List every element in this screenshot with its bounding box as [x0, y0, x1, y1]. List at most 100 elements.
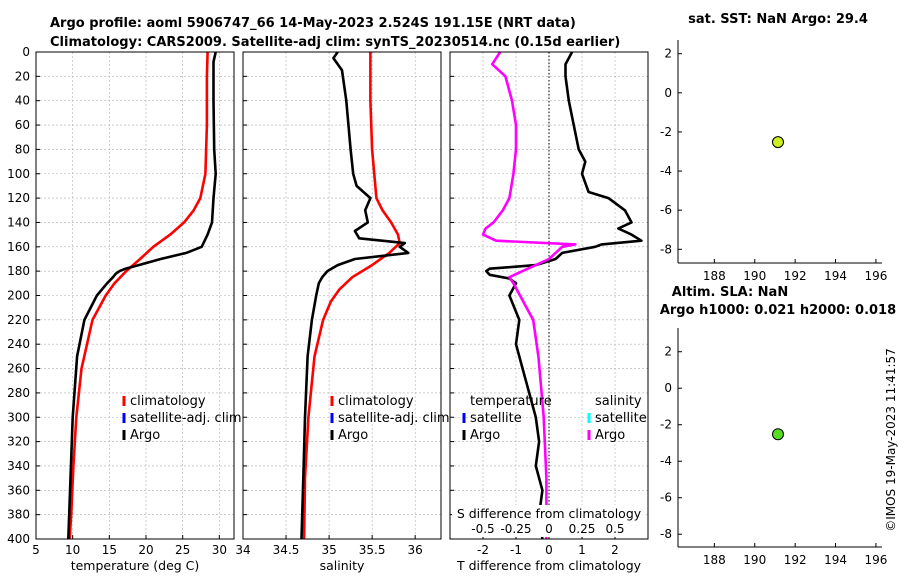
- y-tick-label: 40: [15, 94, 30, 108]
- x-tick-label: 2: [611, 543, 619, 557]
- x-tick-label: 188: [703, 553, 726, 567]
- x-tick-label: 20: [138, 543, 153, 557]
- legend-salinity-title: salinity: [595, 394, 642, 409]
- y-tick-label: 80: [15, 142, 30, 156]
- y-tick-label: 120: [7, 191, 30, 205]
- x-tick-label: 5: [32, 543, 40, 557]
- y-tick-label: 340: [7, 459, 30, 473]
- y-tick-label: -4: [660, 454, 672, 468]
- x-tick-label: -2: [477, 543, 489, 557]
- s-tick-label: 0.25: [569, 522, 596, 536]
- x-tick-label: 10: [65, 543, 80, 557]
- y-tick-label: 360: [7, 483, 30, 497]
- top-axis-label: S difference from climatology: [457, 506, 642, 521]
- x-tick-label: 15: [102, 543, 117, 557]
- series-line-t-argo: [484, 51, 643, 540]
- sla-map-panel: 2 0 -2 -4 -6 -8 188 190 192 194 196: [660, 328, 887, 567]
- sst-title: sat. SST: NaN Argo: 29.4: [688, 12, 868, 27]
- x-tick-label: 194: [824, 269, 847, 283]
- y-tick-label: 2: [664, 47, 672, 61]
- y-tick-label: 0: [664, 381, 672, 395]
- series-line-argo: [67, 51, 217, 540]
- y-tick-label: 200: [7, 289, 30, 303]
- x-tick-label: 188: [703, 269, 726, 283]
- x-tick-label: 192: [784, 269, 807, 283]
- s-tick-label: -0.25: [500, 522, 531, 536]
- x-tick-label: 34: [235, 543, 250, 557]
- x-tick-label: 194: [824, 553, 847, 567]
- y-tick-label: 240: [7, 337, 30, 351]
- legend-label: Argo: [338, 428, 368, 443]
- y-tick-label: -2: [660, 418, 672, 432]
- x-tick-label: 196: [864, 269, 887, 283]
- y-tick-label: -8: [660, 242, 672, 256]
- x-tick-label: -1: [510, 543, 522, 557]
- temperature-panel: 5 10 15 20 25 3002040608010012014016018020022…: [7, 45, 242, 573]
- s-tick-label: 0: [545, 522, 553, 536]
- profile-location-marker: [771, 428, 784, 441]
- x-tick-label: 35: [321, 543, 336, 557]
- y-tick-label: 100: [7, 167, 30, 181]
- legend-label: satellite: [595, 411, 647, 426]
- plot-frame: [242, 51, 442, 540]
- x-tick-label: 0: [545, 543, 553, 557]
- y-tick-label: 400: [7, 532, 30, 546]
- x-tick-label: 30: [212, 543, 227, 557]
- title-line-1: Argo profile: aoml 5906747_66 14-May-202…: [50, 16, 576, 31]
- y-tick-label: 2: [664, 345, 672, 359]
- legend-label: climatology: [130, 394, 206, 409]
- y-tick-label: 20: [15, 69, 30, 83]
- y-tick-label: -8: [660, 527, 672, 541]
- y-tick-label: 160: [7, 240, 30, 254]
- y-tick-label: 380: [7, 508, 30, 522]
- plot-frame: [35, 51, 235, 540]
- y-tick-label: -6: [660, 491, 672, 505]
- difference-panel: -2 -1 0 1 2T difference from climatology temp…: [449, 51, 649, 573]
- legend-label: satellite-adj. clim: [130, 411, 242, 426]
- y-tick-label: 320: [7, 435, 30, 449]
- x-tick-label: 36: [408, 543, 423, 557]
- s-tick-label: 0.5: [605, 522, 624, 536]
- legend-label: Argo: [130, 428, 160, 443]
- plot-frame: [449, 51, 649, 540]
- x-tick-label: 25: [175, 543, 190, 557]
- series-line-climatology: [302, 52, 402, 540]
- y-tick-label: -2: [660, 125, 672, 139]
- x-axis-label: T difference from climatology: [456, 558, 642, 573]
- x-tick-label: 34.5: [273, 543, 300, 557]
- x-tick-label: 190: [743, 553, 766, 567]
- y-tick-label: 260: [7, 362, 30, 376]
- top-axis-label-bg: [452, 505, 646, 537]
- title-line-2: Climatology: CARS2009. Satellite-adj cli…: [50, 35, 620, 50]
- sla-title: Altim. SLA: NaN: [672, 285, 788, 300]
- imos-stamp: ©IMOS 19-May-2023 11:41:57: [884, 348, 898, 532]
- legend-label: satellite-adj. clim: [338, 411, 450, 426]
- y-tick-label: 60: [15, 118, 30, 132]
- salinity-panel: 34 34.5 35 35.5 36 salinity climatology satelli…: [235, 51, 450, 573]
- x-tick-label: 35.5: [359, 543, 386, 557]
- y-tick-label: 0: [664, 86, 672, 100]
- s-tick-label: -0.5: [471, 522, 494, 536]
- y-tick-label: -6: [660, 203, 672, 217]
- y-tick-label: 220: [7, 313, 30, 327]
- legend-label: climatology: [338, 394, 414, 409]
- series-line-climatology: [68, 51, 209, 540]
- sla-subtitle: Argo h1000: 0.021 h2000: 0.018: [660, 303, 896, 318]
- series-line-s-argo: [481, 51, 577, 539]
- sst-map-panel: 2 0 -2 -4 -6 -8 188 190 192 194 196: [660, 40, 887, 283]
- y-tick-label: 300: [7, 410, 30, 424]
- legend-label: Argo: [595, 428, 625, 443]
- y-tick-label: 280: [7, 386, 30, 400]
- x-tick-label: 1: [578, 543, 586, 557]
- legend-temperature-title: temperature: [470, 394, 552, 409]
- legend-label: Argo: [470, 428, 500, 443]
- y-tick-label: 140: [7, 215, 30, 229]
- x-axis-label: temperature (deg C): [71, 558, 200, 573]
- x-tick-label: 196: [864, 553, 887, 567]
- legend-label: satellite: [470, 411, 522, 426]
- profile-location-marker: [771, 136, 784, 149]
- y-tick-label: 0: [22, 45, 30, 59]
- x-axis-label: salinity: [320, 558, 365, 573]
- y-tick-label: 180: [7, 264, 30, 278]
